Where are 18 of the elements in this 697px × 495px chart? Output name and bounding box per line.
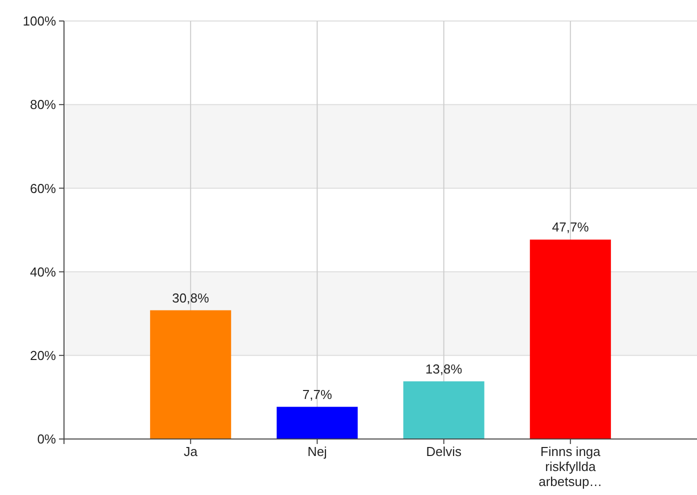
x-tick-label: Ja	[184, 444, 198, 459]
x-tick-label: Delvis	[426, 444, 462, 459]
y-tick-label: 0%	[37, 432, 56, 447]
bar	[403, 381, 484, 439]
bar	[150, 310, 232, 439]
y-tick-label: 20%	[30, 348, 56, 363]
data-label: 13,8%	[425, 361, 463, 376]
y-tick-label: 100%	[22, 14, 56, 29]
data-label: 7,7%	[302, 386, 332, 402]
bar	[276, 406, 358, 439]
y-tick-label: 40%	[30, 264, 56, 280]
x-tick-label: Nej	[307, 444, 328, 459]
data-label: 30,8%	[172, 290, 210, 306]
x-tick-label: Finns inga riskfyllda arbetsup…	[538, 444, 602, 489]
y-tick-label: 80%	[30, 97, 56, 112]
bar	[530, 240, 611, 439]
data-label: 47,7%	[552, 220, 590, 235]
y-tick-label: 60%	[30, 180, 56, 196]
